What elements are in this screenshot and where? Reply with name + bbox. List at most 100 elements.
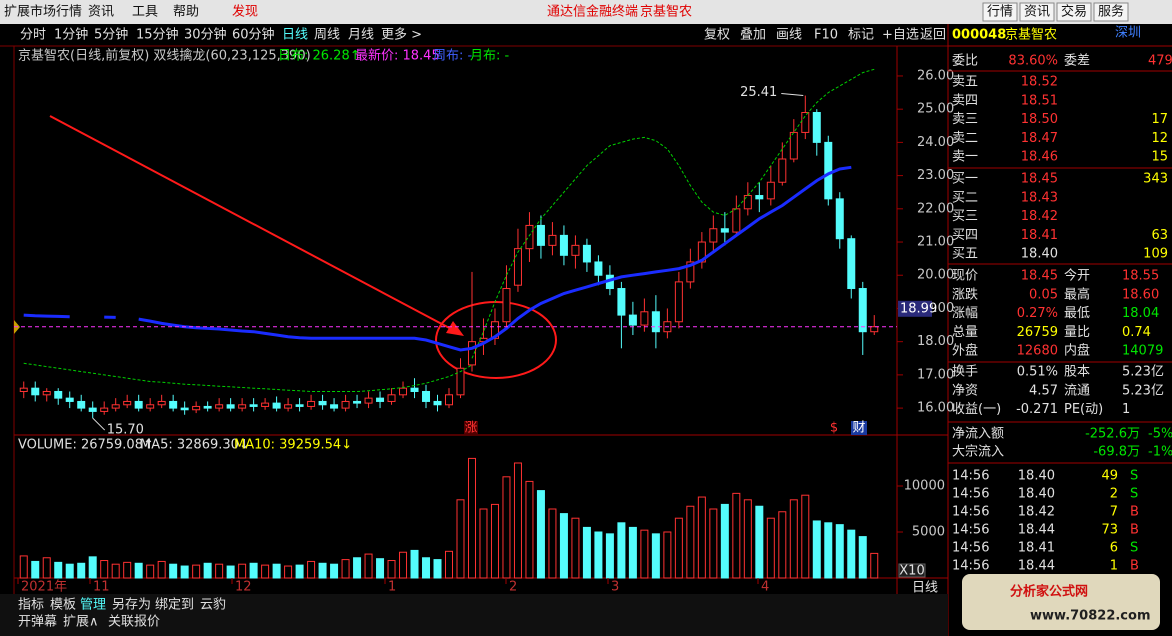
latest-label: 最新价: 18.45 [355,48,440,64]
bottom-tab[interactable]: 管理 [80,598,106,613]
candle-body [467,341,476,366]
candle-body [364,397,373,404]
trade-time: 14:56 [952,523,989,538]
flow-pct: -1% [1148,445,1172,460]
bottom-tab[interactable]: 模板 [50,598,76,613]
ma10-label: MA10: 39259.54↓ [234,438,352,453]
bottom-tab[interactable]: 关联报价 [108,615,160,630]
period-tab[interactable]: 更多 > [381,27,422,43]
ratio-label: 委比 [952,54,978,69]
candle-body [410,387,419,392]
stat-label: 最低 [1064,306,1090,321]
volume-bar [42,557,51,579]
period-tab[interactable]: 周线 [314,28,340,43]
period-tab[interactable]: 60分钟 [232,27,275,43]
bottom-tab[interactable]: 扩展∧ [63,615,99,630]
cursor-tag [898,300,932,317]
tool-button[interactable]: 复权 [704,27,730,43]
menu-item[interactable]: 扩展市场行情 [4,4,82,20]
menu-button[interactable]: 交易 [1061,4,1087,20]
y-tick-label: 23.00 [917,168,954,183]
candle-body [284,404,293,409]
y-tick-label: 17.00 [917,367,954,382]
candle-body [801,111,810,133]
book-label: 买三 [952,209,978,224]
volume-bar [410,549,419,579]
book-price: 18.51 [1021,93,1058,108]
candle-body [445,394,453,406]
stat-value: 18.04 [1122,306,1159,321]
menu-button[interactable]: 行情 [987,5,1013,20]
candle-body [778,158,787,183]
date-label: 1 [388,580,396,595]
volume-bar [697,496,706,579]
candle-body [215,404,224,409]
stat-value: 18.55 [1122,269,1159,284]
trade-price: 18.44 [1018,559,1055,574]
volume-bar [709,508,718,579]
candle-body [180,407,189,411]
tool-button[interactable]: F10 [814,28,838,43]
period-tab[interactable]: 5分钟 [94,27,128,43]
period-tab[interactable]: 分时 [20,28,46,43]
menu-button[interactable]: 资讯 [1024,5,1050,20]
period-indicator[interactable]: 日线 [912,581,938,596]
candle-body [100,407,109,412]
tool-button[interactable]: 标记 [848,28,874,43]
book-label: 卖四 [952,93,978,108]
candle-body [422,390,431,402]
tool-button[interactable]: 返回 [920,28,946,43]
candle-body [42,390,51,396]
candle-body [651,311,660,333]
candle-body [513,248,522,286]
volume-bar [640,529,649,579]
bottom-tab[interactable]: 绑定到 [155,598,194,613]
marker-box [851,421,867,435]
tool-button[interactable]: 画线 [776,28,802,43]
book-price: 18.47 [1021,131,1058,146]
flow-pct: -5% [1148,427,1172,442]
candle-body [123,400,132,406]
bottom-tab[interactable]: 云豹 [200,598,226,613]
menu-button[interactable]: 服务 [1098,4,1124,20]
menu-item[interactable]: 工具 [132,5,158,20]
volume-bar [605,533,614,579]
trade-side: B [1130,523,1139,538]
volume-bar [433,559,442,579]
volume-bar [582,526,591,579]
candle-body [376,397,385,402]
period-tab[interactable]: 1分钟 [54,27,88,43]
book-price: 18.46 [1021,150,1058,165]
book-label: 卖二 [952,131,978,146]
book-label: 买五 [952,247,978,262]
volume-bar [559,513,568,579]
y-tick-label: 22.00 [917,201,954,216]
volume-bar [295,564,304,579]
tool-button[interactable]: +自选 [882,28,919,43]
bottom-tab[interactable]: 另存为 [112,598,151,613]
cursor-label: 18.99 [900,301,937,316]
volume-bar [19,555,28,579]
bottom-tab[interactable]: 指标 [18,598,44,613]
tool-button[interactable]: 叠加 [740,28,766,43]
period-tab[interactable]: 15分钟 [136,27,179,43]
candle-body [847,238,856,290]
volume-scale: X10 [899,564,924,579]
book-label: 买二 [952,190,978,205]
volume-bar [157,560,166,579]
volume-bar [215,563,224,579]
stat-label: 今开 [1064,268,1090,284]
period-tab[interactable]: 日线 [282,28,308,43]
candle-body [399,387,408,396]
period-tab[interactable]: 月线 [348,28,374,43]
menu-item[interactable]: 资讯 [88,5,114,20]
period-tab[interactable]: 30分钟 [184,27,227,43]
candle-body [169,400,178,409]
volume-bar [594,531,603,579]
menu-item[interactable]: 帮助 [173,5,199,20]
stat-value: 0.74 [1122,325,1151,340]
bottom-tab[interactable]: 开弹幕 [18,615,57,630]
volume-bar [307,560,316,579]
y-tick-label: 21.00 [917,235,954,250]
menu-item[interactable]: 发现 [232,4,258,20]
